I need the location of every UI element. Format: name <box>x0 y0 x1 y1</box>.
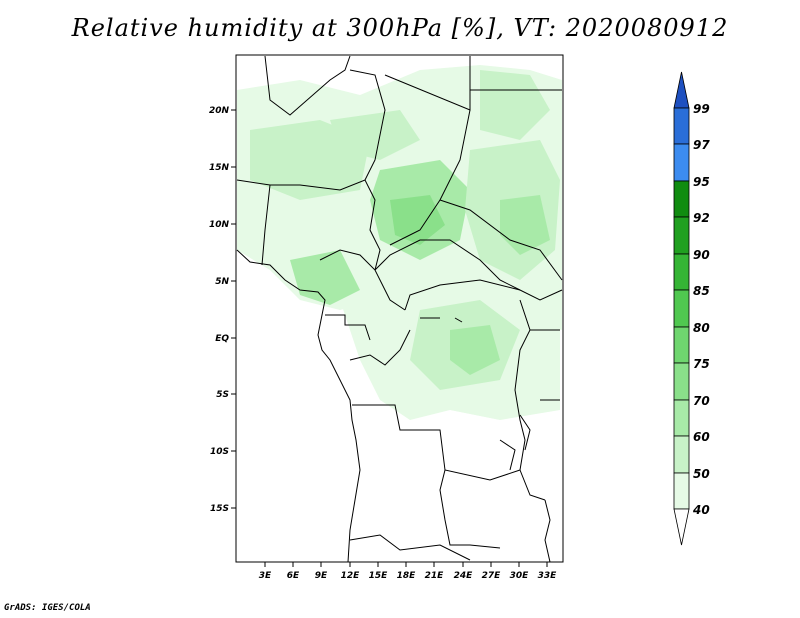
grads-credit: GrADS: IGES/COLA <box>4 603 91 613</box>
colorbar-label: 85 <box>693 284 710 298</box>
humidity-patch-sahara <box>330 110 420 160</box>
colorbar-arrow-top <box>673 71 690 109</box>
lat-label: 5S <box>216 390 229 400</box>
colorbar-segment <box>673 326 690 364</box>
lon-label: 24E <box>454 571 474 581</box>
colorbar-label: 97 <box>693 138 710 152</box>
colorbar-label: 40 <box>692 503 710 517</box>
colorbar-segment <box>673 362 690 401</box>
colorbar-segment <box>673 435 690 474</box>
colorbar-segment <box>673 143 690 182</box>
lat-axis: 20N 15N 10N 5N EQ 5S 10S 15S <box>209 106 236 514</box>
colorbar-segment <box>673 399 690 437</box>
lon-label: 30E <box>510 571 530 581</box>
lon-label: 33E <box>538 571 558 581</box>
humidity-patch-chad <box>390 195 445 245</box>
lon-label: 12E <box>341 571 361 581</box>
lon-label: 21E <box>425 571 445 581</box>
lat-label: 20N <box>209 106 230 116</box>
lon-label: 27E <box>482 571 502 581</box>
lon-label: 3E <box>259 571 272 581</box>
lat-label: 15S <box>210 504 229 514</box>
colorbar-label: 70 <box>693 394 710 408</box>
lat-label: 10N <box>209 220 230 230</box>
humidity-patch-northeast <box>480 70 550 140</box>
humidity-patch-sudan <box>500 195 550 255</box>
colorbar-label: 99 <box>693 102 710 116</box>
colorbar-segment <box>673 107 690 145</box>
colorbar-segment <box>673 253 690 291</box>
lon-label: 18E <box>397 571 417 581</box>
colorbar-label: 90 <box>693 248 710 262</box>
colorbar-segment <box>673 180 690 218</box>
colorbar-label: 60 <box>693 430 710 444</box>
colorbar-segment <box>673 216 690 255</box>
colorbar-segment <box>673 472 690 510</box>
map-frame <box>235 54 564 563</box>
lat-label: 5N <box>215 277 229 287</box>
lat-label: 10S <box>210 447 229 457</box>
humidity-shading <box>237 65 562 420</box>
colorbar-label: 75 <box>693 357 710 371</box>
colorbar-label: 50 <box>693 467 710 481</box>
humidity-patch-drc <box>450 325 500 375</box>
colorbar-labels: 99 97 95 92 90 85 80 75 70 60 50 40 <box>692 102 710 517</box>
colorbar <box>673 71 690 546</box>
lat-label: EQ <box>215 334 229 344</box>
colorbar-label: 80 <box>693 321 710 335</box>
lon-label: 6E <box>287 571 300 581</box>
colorbar-segment <box>673 289 690 328</box>
colorbar-label: 92 <box>693 211 710 225</box>
country-borders <box>236 55 563 563</box>
lat-label: 15N <box>209 163 230 173</box>
colorbar-arrow-bottom <box>673 508 690 546</box>
map-title: Relative humidity at 300hPa [%], VT: 202… <box>71 14 729 42</box>
lon-axis: 3E 6E 9E 12E 15E 18E 21E 24E 27E 30E 33E <box>259 562 557 581</box>
lon-label: 15E <box>369 571 389 581</box>
colorbar-label: 95 <box>693 175 710 189</box>
lon-label: 9E <box>315 571 328 581</box>
